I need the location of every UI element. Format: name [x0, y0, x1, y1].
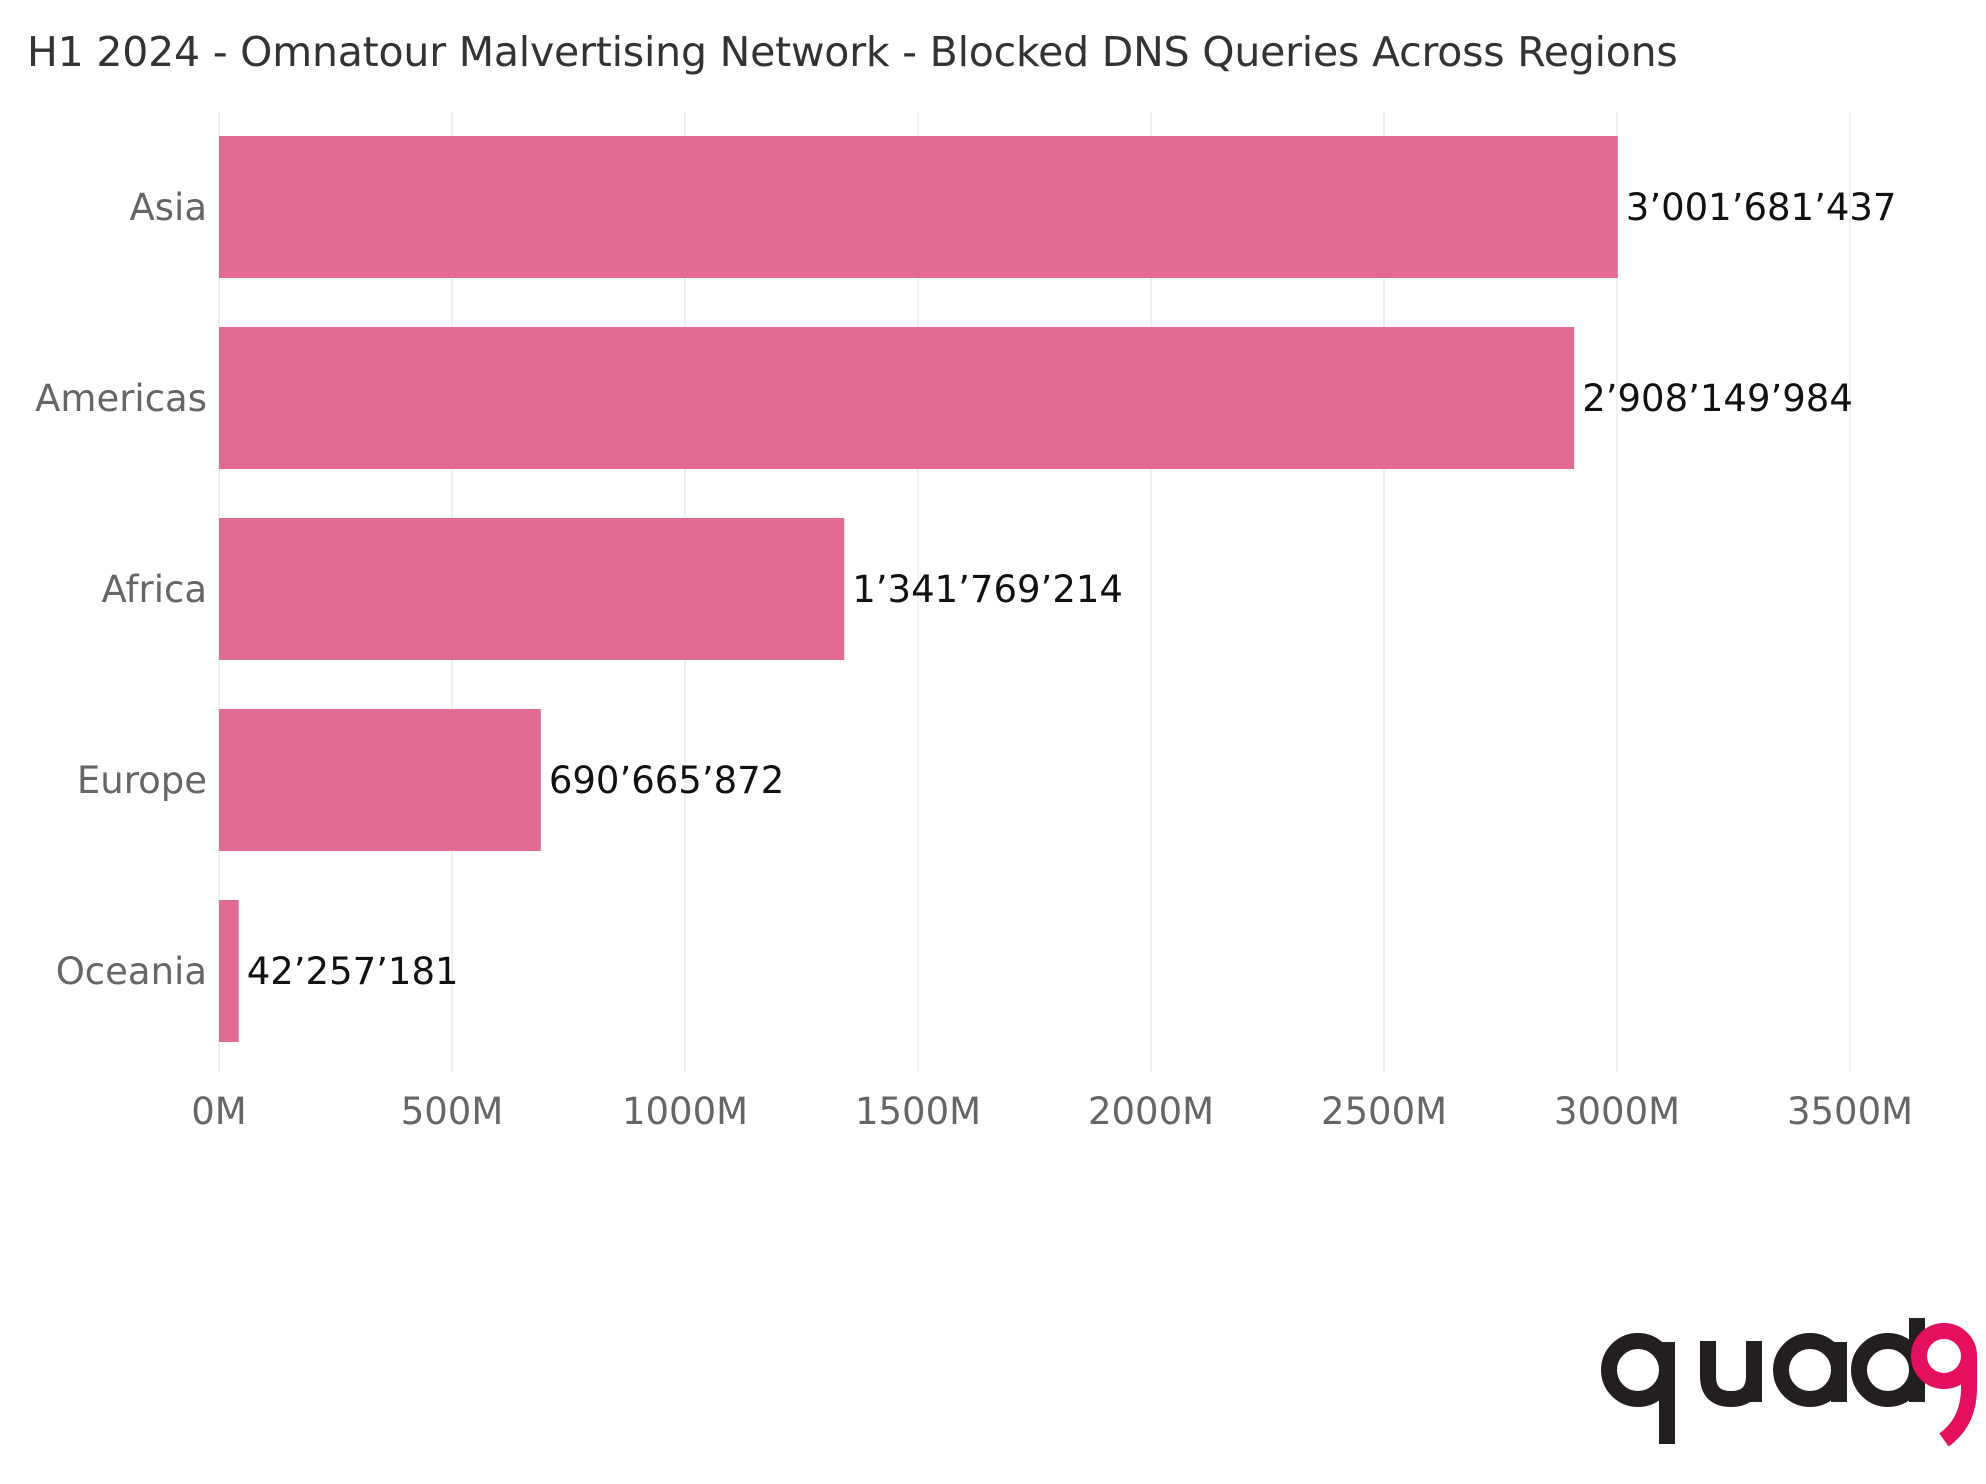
data-label: 1’341’769’214 [852, 568, 1123, 611]
data-label: 3’001’681’437 [1626, 186, 1897, 229]
bars [219, 136, 1618, 1042]
x-axis-tick-labels: 0M 500M 1000M 1500M 2000M 2500M 3000M 3500M [191, 1090, 1913, 1133]
data-label: 2’908’149’984 [1582, 377, 1853, 420]
x-tick-label: 3500M [1787, 1090, 1913, 1133]
x-tick-label: 1000M [622, 1090, 748, 1133]
x-tick-label: 1500M [855, 1090, 981, 1133]
data-labels: 3’001’681’437 2’908’149’984 1’341’769’214 6… [247, 186, 1897, 993]
x-tick-label: 500M [401, 1090, 504, 1133]
bar-asia [219, 136, 1618, 278]
quad9-logo-mark [1601, 1318, 1977, 1447]
category-label: Europe [77, 759, 207, 802]
category-label: Africa [101, 568, 207, 611]
category-labels: Asia Americas Africa Europe Oceania [35, 186, 207, 993]
data-label: 690’665’872 [549, 759, 784, 802]
x-tick-label: 3000M [1554, 1090, 1680, 1133]
bar-africa [219, 518, 845, 660]
x-tick-label: 2500M [1321, 1090, 1447, 1133]
quad9-logo [1598, 1318, 1978, 1453]
category-label: Americas [35, 377, 207, 420]
chart-title: H1 2024 - Omnatour Malvertising Network … [27, 28, 1678, 76]
bar-americas [219, 327, 1575, 469]
bar-europe [219, 709, 541, 851]
x-tick-label: 0M [191, 1090, 246, 1133]
category-label: Asia [129, 186, 207, 229]
data-label: 42’257’181 [247, 950, 459, 993]
category-label: Oceania [56, 950, 207, 993]
bar-oceania [219, 900, 239, 1042]
x-tick-label: 2000M [1088, 1090, 1214, 1133]
